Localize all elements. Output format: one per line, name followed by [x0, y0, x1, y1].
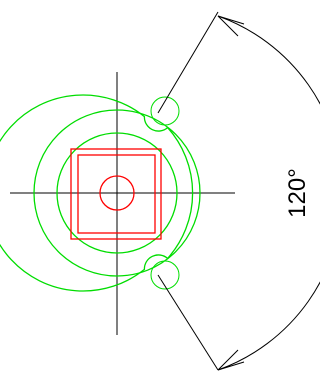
- center-hole: [99, 175, 135, 211]
- lower-extension-line: [157, 274, 219, 371]
- flange-outline: [0, 94, 201, 292]
- outer-ring-with-notches: [0, 94, 194, 292]
- middle-ring: [33, 109, 201, 277]
- square-boss: [70, 148, 162, 240]
- lower-notch-circle: [150, 260, 180, 290]
- inner-square: [77, 154, 156, 234]
- inner-ring: [56, 132, 178, 254]
- dimension-arc: [217, 15, 320, 371]
- lower-arrowhead: [217, 349, 245, 371]
- centerlines: [10, 72, 235, 335]
- upper-extension-line: [157, 11, 219, 114]
- angle-dimension: [157, 11, 320, 371]
- outer-square: [70, 148, 162, 240]
- upper-arrowhead: [217, 15, 245, 37]
- angle-label: 120°: [284, 168, 311, 218]
